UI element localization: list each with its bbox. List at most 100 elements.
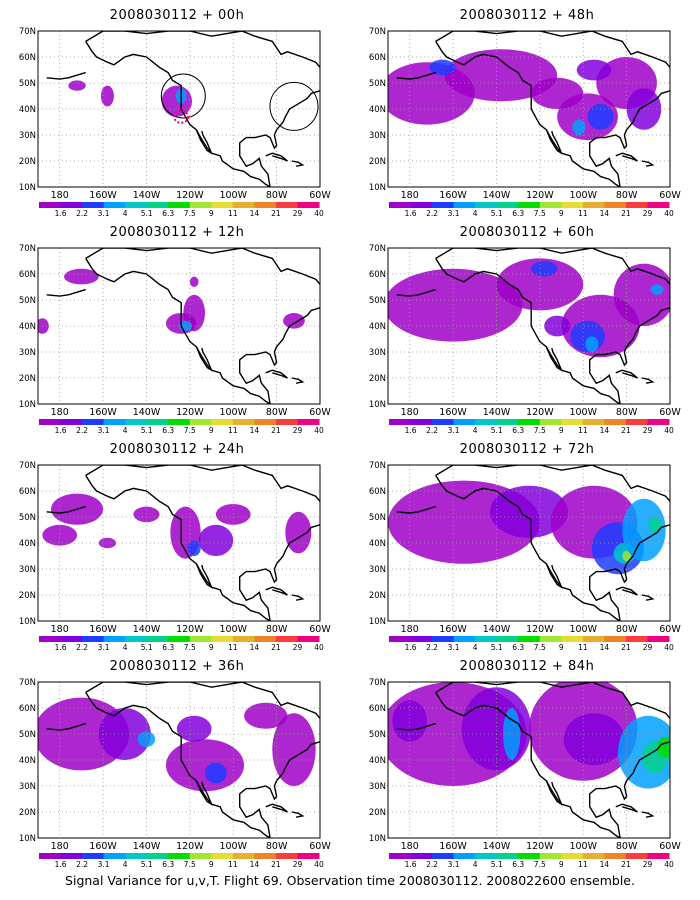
lon-tick-label: 120W [526,407,554,418]
colorbar-swatch [496,636,519,642]
colorbar-swatch [82,419,105,425]
variance-blob [100,85,114,107]
lat-tick-label: 60N [19,270,36,280]
variance-blob [392,700,428,742]
colorbar-label: 21 [271,860,281,869]
colorbar-swatch [496,202,519,208]
field-layer [38,465,320,621]
variance-blob [563,713,625,766]
coastline [615,369,638,379]
colorbar-swatch [496,853,519,859]
colorbar-label: 40 [314,860,324,869]
colorbar-label: 11 [228,643,238,652]
figure-caption: Signal Variance for u,v,T. Flight 69. Ob… [65,873,635,888]
colorbar-label: 2.2 [76,209,88,218]
lon-tick-label: 80W [616,190,638,201]
colorbar-swatch [103,853,126,859]
map-svg: 70N 60N 50N 40N 30N 20N 10N 180 160W 140W 120W 100W… [369,678,682,869]
panel-title: 2008030112 + 12h [109,225,245,240]
lat-tick-label: 20N [369,157,386,167]
coastline [396,71,436,80]
colorbar-label: 6.3 [162,426,174,435]
coastline [641,811,655,818]
colorbar-swatch [518,636,541,642]
lon-tick-label: 80W [266,407,288,418]
lon-tick-label: 100W [219,190,247,201]
lon-tick-label: 60W [309,190,331,201]
variance-blob [622,550,631,562]
colorbar-label: 14 [600,209,610,218]
plot-frame [37,681,321,839]
variance-blob [205,762,227,784]
coastline [265,803,288,813]
map-svg: 70N 60N 50N 40N 30N 20N 10N 180 160W 140W 120W 100W… [19,678,332,869]
colorbar-swatch [211,419,234,425]
variance-blob [613,263,670,326]
lat-tick-label: 70N [19,461,36,471]
lat-tick-label: 10N [369,183,386,193]
colorbar-label: 6.3 [162,643,174,652]
lon-tick-label: 60W [309,841,331,852]
plot-frame [387,247,671,405]
lat-tick-label: 20N [19,591,36,601]
map-svg: 70N 60N 50N 40N 30N 20N 10N 180 160W 140W 120W 100W… [369,27,682,218]
lat-tick-label: 40N [369,322,386,332]
field-layer [388,31,670,187]
colorbar-swatch [254,853,277,859]
colorbar-swatch [82,853,105,859]
region-circle [160,73,206,119]
colorbar-label: 3.1 [98,860,110,869]
lon-tick-label: 160W [439,190,467,201]
panel-title: 2008030112 + 60h [459,225,595,240]
colorbar-label: 6.3 [512,643,524,652]
coastline [46,288,86,297]
lat-tick-label: 50N [369,296,386,306]
colorbar-swatch [125,419,148,425]
colorbar-swatch [146,202,169,208]
colorbar-swatch [297,853,320,859]
lon-tick-label: 100W [219,407,247,418]
lon-tick-label: 80W [616,624,638,635]
colorbar-label: 29 [293,860,303,869]
plot-frame [37,464,321,622]
variance-blob [388,268,523,342]
colorbar-swatch [453,202,476,208]
colorbar-swatch [561,202,584,208]
coastline [615,803,638,813]
colorbar-swatch [39,419,62,425]
colorbar-label: 29 [293,209,303,218]
colorbar-swatch [539,636,562,642]
colorbar-swatch [232,419,255,425]
lat-tick-label: 60N [19,704,36,714]
colorbar-label: 2.2 [76,643,88,652]
coastline [195,780,213,806]
lat-tick-label: 50N [19,79,36,89]
coastline [85,465,320,621]
colorbar-swatch [582,419,605,425]
colorbar-swatch [297,419,320,425]
lon-tick-label: 80W [266,190,288,201]
lat-tick-label: 10N [19,400,36,410]
panel-title: 2008030112 + 84h [459,659,595,674]
lon-tick-label: 140W [483,841,511,852]
map-svg: 70N 60N 50N 40N 30N 20N 10N 180 160W 140W 120W 100W… [369,461,682,652]
colorbar-swatch [518,853,541,859]
field-layer [38,682,320,838]
colorbar-label: 3.1 [98,426,110,435]
variance-blob [198,524,234,556]
variance-blob [176,715,212,742]
lon-tick-label: 100W [569,841,597,852]
coastline [435,475,621,621]
colorbar-label: 1.6 [55,643,67,652]
colorbar-swatch [561,419,584,425]
map-panel: 2008030112 + 60h 70N 60N 50N 40N 30N 20N 10N 180… [362,225,692,440]
colorbar-swatch [475,202,498,208]
colorbar-label: 7.5 [534,426,546,435]
lon-tick-label: 100W [219,624,247,635]
coastline [545,346,563,372]
lat-tick-label: 50N [369,730,386,740]
lat-tick-label: 40N [19,756,36,766]
colorbar-label: 21 [621,209,631,218]
variance-blob [650,284,664,295]
coastline [545,129,563,155]
